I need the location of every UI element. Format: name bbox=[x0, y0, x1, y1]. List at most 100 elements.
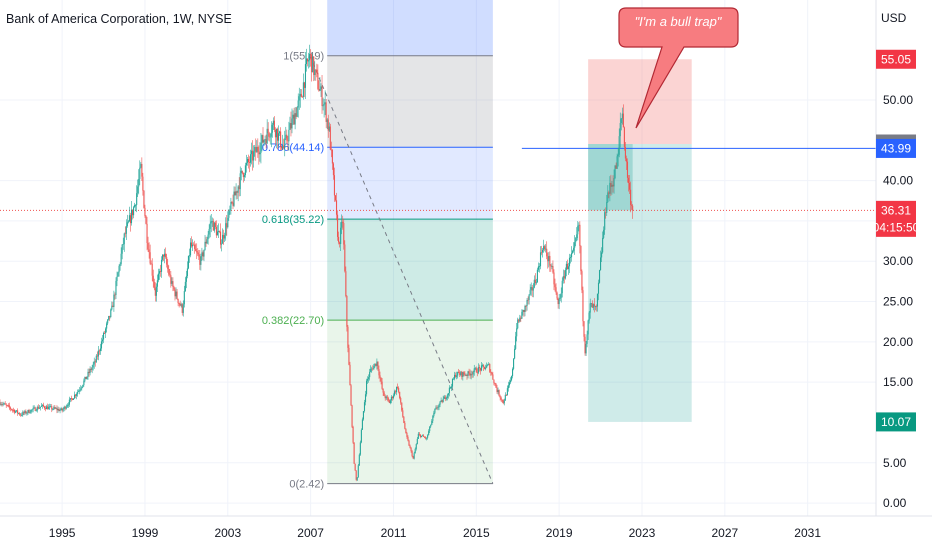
short-target-zone[interactable] bbox=[588, 143, 692, 422]
candle bbox=[456, 371, 458, 380]
candle-body bbox=[76, 394, 78, 396]
candle bbox=[94, 359, 96, 367]
candle bbox=[464, 371, 466, 377]
candle bbox=[519, 314, 521, 323]
time-axis-tick-label: 2011 bbox=[381, 526, 407, 540]
candle-body bbox=[364, 394, 367, 403]
candle-body bbox=[140, 163, 142, 168]
price-axis-tick-label: 30.00 bbox=[883, 254, 913, 268]
candle bbox=[317, 64, 319, 91]
candle bbox=[368, 374, 370, 383]
candle-body bbox=[240, 170, 242, 174]
candle bbox=[373, 363, 375, 370]
candle bbox=[466, 373, 468, 380]
candle bbox=[383, 390, 385, 397]
candle-body bbox=[593, 304, 595, 307]
candle-body bbox=[180, 304, 182, 306]
bull-trap-callout[interactable]: "I'm a bull trap" bbox=[618, 7, 739, 129]
candle bbox=[213, 221, 215, 233]
candle-body bbox=[584, 336, 586, 354]
candle-body bbox=[495, 383, 497, 388]
candle bbox=[533, 275, 535, 289]
candle-body bbox=[516, 328, 518, 337]
candle-body bbox=[335, 200, 338, 215]
candle-body bbox=[353, 442, 355, 464]
candle bbox=[80, 385, 82, 392]
candle bbox=[212, 218, 214, 231]
candle bbox=[67, 402, 69, 408]
candle bbox=[632, 204, 634, 219]
candle bbox=[584, 334, 586, 356]
candle-body bbox=[407, 436, 409, 441]
time-axis[interactable]: 1995 1999 2003 2007 2011 2015 2019 2023 2027 2031 bbox=[49, 526, 822, 540]
candle-body bbox=[473, 368, 475, 373]
candle bbox=[217, 223, 220, 238]
candle bbox=[315, 69, 317, 81]
candle-body bbox=[479, 368, 482, 371]
plot-area[interactable]: 1(55.49)0.786(44.14)0.618(35.22)0.382(22… bbox=[0, 0, 876, 516]
candle bbox=[556, 291, 558, 300]
candle bbox=[124, 226, 126, 238]
candle bbox=[470, 370, 472, 380]
candle-body bbox=[445, 398, 447, 400]
candle-body bbox=[268, 133, 270, 137]
candle-body bbox=[448, 387, 450, 394]
candle-body bbox=[590, 303, 592, 304]
candle-body bbox=[382, 388, 384, 393]
candle-body bbox=[130, 209, 133, 224]
candle bbox=[592, 303, 594, 311]
candle bbox=[158, 268, 161, 280]
candle bbox=[371, 366, 373, 373]
candle-body bbox=[406, 433, 408, 437]
candle-body bbox=[597, 282, 600, 294]
candle bbox=[582, 286, 584, 327]
candle-body bbox=[367, 378, 369, 381]
candle bbox=[381, 378, 383, 390]
candle-body bbox=[342, 221, 344, 224]
candle-body bbox=[56, 408, 58, 411]
candle-body bbox=[17, 410, 19, 414]
candle bbox=[148, 242, 150, 259]
candle-body bbox=[91, 367, 93, 370]
candle-body bbox=[304, 64, 307, 88]
candle bbox=[117, 271, 119, 277]
candle bbox=[126, 214, 128, 228]
candle bbox=[22, 410, 24, 417]
candle-body bbox=[257, 146, 259, 152]
candle bbox=[37, 404, 39, 410]
candle-body bbox=[162, 254, 164, 260]
candle-body bbox=[176, 291, 178, 299]
candle-body bbox=[402, 410, 404, 417]
candle bbox=[262, 127, 264, 144]
price-badge-last[interactable]: 36.31 04:15:50 bbox=[873, 200, 920, 237]
candle bbox=[288, 121, 290, 151]
candle bbox=[558, 294, 560, 310]
candle-body bbox=[573, 247, 575, 251]
candle bbox=[6, 404, 8, 407]
candle bbox=[31, 409, 33, 413]
candle bbox=[549, 251, 551, 272]
candle-body bbox=[378, 369, 380, 376]
price-badge-hline[interactable]: 43.99 bbox=[876, 138, 916, 158]
candle bbox=[325, 99, 327, 129]
candle bbox=[617, 147, 619, 167]
candle-body bbox=[191, 242, 193, 247]
short-stop-zone[interactable] bbox=[588, 59, 692, 144]
candle bbox=[426, 437, 428, 441]
candle bbox=[412, 455, 414, 460]
candle-body bbox=[19, 413, 21, 415]
candle bbox=[616, 153, 618, 169]
price-badge-label: 36.31 bbox=[881, 203, 911, 217]
candle-body bbox=[50, 406, 52, 408]
candle-body bbox=[156, 280, 158, 287]
candle bbox=[430, 424, 432, 428]
price-axis[interactable]: 50.0040.0035.0030.0025.0020.0015.005.000… bbox=[873, 49, 920, 510]
price-badge-target[interactable]: 10.07 bbox=[876, 412, 916, 432]
candle bbox=[581, 269, 583, 294]
price-badge-stop[interactable]: 55.05 bbox=[876, 49, 916, 69]
candle bbox=[181, 302, 183, 316]
candle-body bbox=[86, 376, 88, 379]
candle bbox=[20, 413, 22, 417]
candle bbox=[255, 138, 257, 161]
